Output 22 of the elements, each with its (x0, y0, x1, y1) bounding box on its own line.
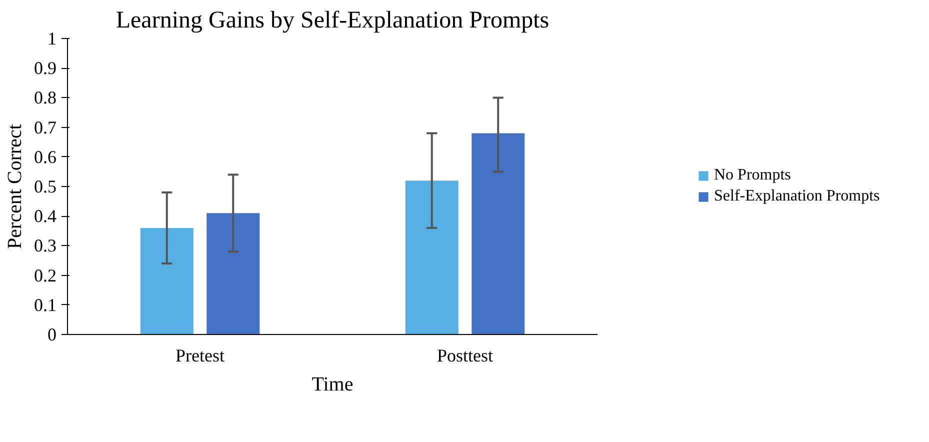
x-tick-label: Posttest (436, 346, 494, 366)
x-axis-title: Time (312, 374, 354, 396)
y-tick-label: 0.4 (34, 206, 56, 226)
bar (206, 213, 260, 334)
y-tick-label: 0 (48, 324, 56, 344)
bar (140, 228, 194, 334)
x-tick-label: Pretest (176, 346, 225, 366)
legend-label: No Prompts (714, 166, 791, 184)
y-axis-title: Percent Correct (4, 124, 26, 249)
y-tick-label: 0.9 (34, 58, 56, 78)
y-tick-label: 0.5 (34, 176, 56, 196)
y-tick-label: 0.2 (34, 265, 56, 286)
y-tick-label: 0.7 (34, 117, 56, 138)
y-tick-label: 1 (48, 28, 56, 48)
bar (472, 133, 525, 334)
chart-title: Learning Gains by Self-Explanation Prompts (116, 8, 550, 34)
y-tick-label: 0.1 (34, 294, 56, 315)
legend-label: Self-Explanation Prompts (714, 188, 880, 206)
bar (405, 180, 458, 334)
y-tick-label: 0.8 (34, 88, 56, 108)
y-tick-label: 0.6 (34, 146, 56, 167)
y-tick-label: 0.3 (34, 236, 56, 256)
